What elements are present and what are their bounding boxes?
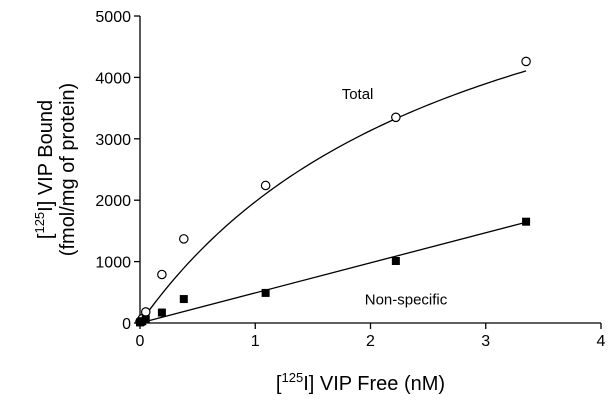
y-title-sup: 125 (32, 212, 47, 234)
fit-line-total (139, 70, 527, 324)
point-total (260, 180, 271, 191)
point-total (157, 269, 167, 280)
y-title-prefix: [ (35, 233, 57, 239)
y-ticks: 0 1000 2000 3000 4000 5000 (95, 9, 140, 333)
point-non-specific (141, 315, 150, 324)
y-tick-label: 5000 (95, 9, 131, 26)
annotation-non-specific: Non-specific (365, 292, 448, 309)
x-tick-label: 2 (366, 333, 375, 350)
point-non-specific (391, 256, 400, 265)
y-tick-label: 2000 (95, 193, 131, 210)
y-axis-title: [125I] VIP Bound (fmol/mg of protein) (32, 83, 79, 256)
x-title-prefix: [ (276, 373, 282, 395)
point-total (140, 307, 151, 317)
point-total (178, 234, 189, 244)
x-tick-label: 1 (251, 333, 260, 350)
x-ticks: 0 1 2 3 4 (136, 323, 606, 350)
annotation-total: Total (342, 86, 374, 103)
y-tick-label: 3000 (95, 132, 131, 149)
axes (139, 16, 601, 324)
x-title-rest: I] VIP Free (nM) (303, 373, 445, 395)
y-axis-title-line2: (fmol/mg of protein) (57, 83, 79, 256)
x-title-sup: 125 (281, 370, 303, 385)
y-axis-title-line1: [125I] VIP Bound (32, 100, 57, 239)
point-non-specific (261, 288, 270, 297)
x-tick-label: 0 (136, 333, 145, 350)
fit-lines (139, 70, 527, 324)
data-points (135, 56, 531, 327)
point-total (521, 56, 531, 67)
y-tick-label: 0 (122, 316, 131, 333)
y-tick-label: 4000 (95, 70, 131, 87)
point-non-specific (157, 308, 166, 317)
fit-line-non-specific (139, 221, 527, 324)
point-non-specific (179, 295, 188, 304)
x-axis-title: [125I] VIP Free (nM) (276, 370, 445, 395)
point-total (391, 112, 401, 123)
x-tick-label: 4 (597, 333, 606, 350)
y-title-rest: I] VIP Bound (35, 100, 57, 212)
y-tick-label: 1000 (95, 255, 131, 272)
x-tick-label: 3 (481, 333, 490, 350)
point-non-specific (522, 217, 531, 226)
